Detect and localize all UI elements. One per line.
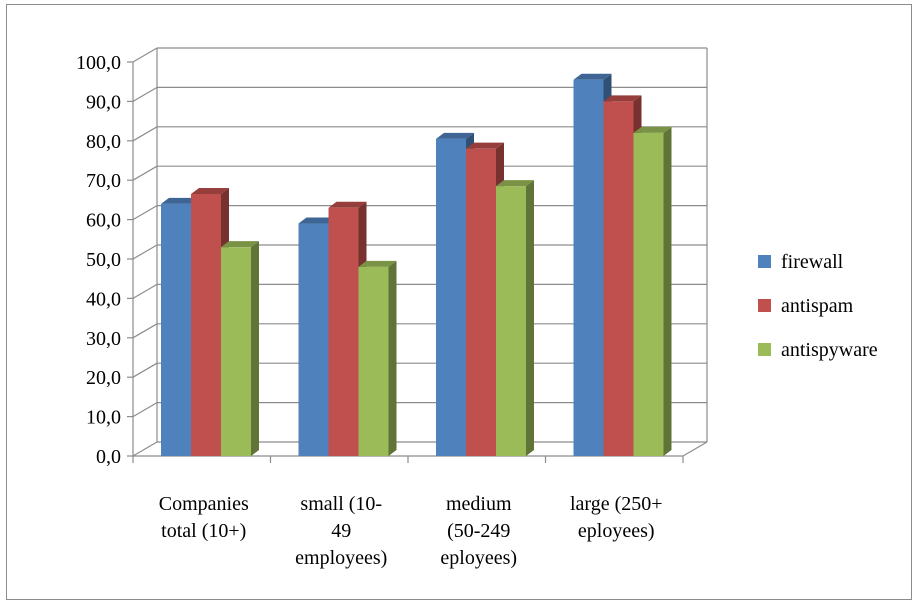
x-category-label: (50-249 bbox=[447, 520, 510, 542]
gridline-depth bbox=[132, 323, 158, 339]
x-category-label: eployees) bbox=[578, 520, 655, 542]
bar-antispyware bbox=[496, 180, 534, 457]
legend-swatch-antispam bbox=[758, 299, 771, 312]
x-category-label: employees) bbox=[295, 547, 387, 569]
gridline-depth bbox=[132, 47, 158, 63]
y-tick-label: 90,0 bbox=[86, 91, 121, 113]
gridline-depth bbox=[132, 165, 158, 181]
legend-swatch-antispyware bbox=[758, 343, 771, 356]
x-category-labels: Companies total (10+) small (10- 49 employee… bbox=[159, 493, 663, 569]
x-category-label: total (10+) bbox=[161, 520, 246, 542]
bar-antispyware bbox=[633, 126, 672, 457]
y-tick-label: 40,0 bbox=[86, 288, 121, 310]
y-tick-label: 20,0 bbox=[86, 367, 121, 389]
y-tick-label: 100,0 bbox=[76, 52, 121, 74]
y-tick-label: 60,0 bbox=[86, 210, 121, 232]
gridline-depth bbox=[132, 126, 158, 142]
gridline-depth bbox=[132, 283, 158, 299]
gridline-depth bbox=[132, 402, 158, 418]
legend-label-antispam: antispam bbox=[781, 295, 854, 317]
gridline-depth bbox=[132, 244, 158, 260]
y-tick-label: 0,0 bbox=[96, 446, 121, 468]
gridline-depth bbox=[132, 441, 158, 457]
x-category-label: small (10- bbox=[300, 493, 382, 515]
legend: firewall antispam antispyware bbox=[758, 251, 878, 361]
bar-antispyware bbox=[358, 260, 397, 456]
x-category-label: large (250+ bbox=[570, 493, 663, 515]
y-tick-label: 30,0 bbox=[86, 328, 121, 350]
gridline-depth bbox=[132, 86, 158, 102]
y-tick-labels: 0,0 10,0 20,0 30,0 40,0 50,0 60,0 70,0 80,0 90,0 1… bbox=[76, 52, 121, 468]
legend-label-firewall: firewall bbox=[781, 251, 844, 273]
y-tick-label: 80,0 bbox=[86, 131, 121, 153]
bars bbox=[161, 73, 672, 457]
bar-antispyware bbox=[221, 241, 259, 456]
floor-right-edge bbox=[682, 441, 708, 457]
legend-swatch-firewall bbox=[758, 255, 771, 268]
x-category-label: eployees) bbox=[440, 547, 517, 569]
gridline-depth bbox=[132, 362, 158, 378]
x-category-label: Companies bbox=[159, 493, 249, 515]
y-tick-label: 70,0 bbox=[86, 170, 121, 192]
y-tick-label: 10,0 bbox=[86, 407, 121, 429]
legend-label-antispyware: antispyware bbox=[781, 339, 878, 361]
y-tick-label: 50,0 bbox=[86, 249, 121, 271]
gridline-depth bbox=[132, 205, 158, 221]
x-category-label: medium bbox=[446, 493, 512, 515]
x-category-label: 49 bbox=[331, 520, 351, 542]
